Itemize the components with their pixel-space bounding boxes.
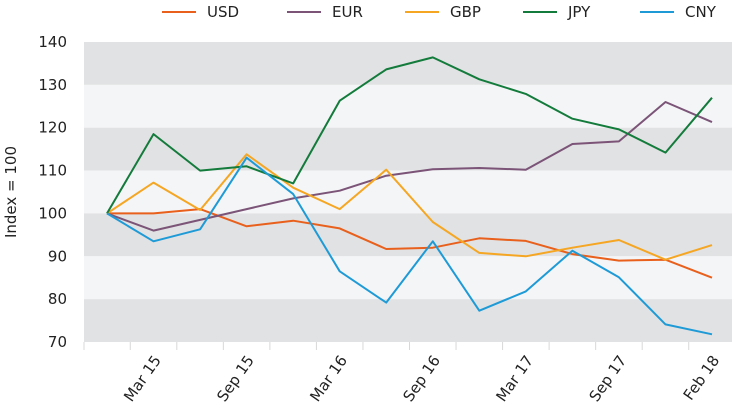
grid-band bbox=[84, 299, 732, 342]
y-tick-label: 140 bbox=[38, 33, 67, 51]
series-lines bbox=[106, 56, 713, 336]
y-tick-label: 80 bbox=[48, 290, 67, 308]
legend-item-jpy: JPY bbox=[523, 3, 591, 21]
legend-item-gbp: GBP bbox=[405, 3, 481, 21]
grid-band bbox=[84, 84, 732, 128]
legend-label: CNY bbox=[685, 3, 717, 21]
series-line-cny bbox=[106, 156, 713, 336]
legend-item-usd: USD bbox=[162, 3, 239, 21]
x-axis: Mar 15 Sep 15 Mar 16 Sep 16 Mar 17 Sep 17 Feb … bbox=[83, 342, 724, 405]
series-line-usd bbox=[107, 208, 713, 279]
x-tick-label: Mar 15 bbox=[120, 352, 165, 405]
legend-label: EUR bbox=[332, 3, 363, 21]
legend-label: JPY bbox=[567, 3, 591, 21]
y-axis: 70 80 90 100 110 120 130 140 bbox=[38, 33, 67, 351]
grid-band bbox=[84, 170, 732, 214]
legend-item-cny: CNY bbox=[640, 3, 717, 21]
grid-band bbox=[84, 127, 732, 171]
legend: USD EUR GBP JPY CNY bbox=[162, 3, 717, 21]
grid-bands bbox=[84, 42, 732, 342]
legend-label: GBP bbox=[450, 3, 481, 21]
y-tick-label: 110 bbox=[38, 162, 67, 180]
y-tick-label: 90 bbox=[48, 247, 67, 265]
series-line-jpy bbox=[106, 56, 713, 214]
series-line-gbp bbox=[106, 153, 713, 261]
x-tick-label: Mar 17 bbox=[492, 352, 537, 405]
x-tick-label: Mar 16 bbox=[306, 352, 351, 405]
x-tick-label: Sep 15 bbox=[213, 352, 258, 405]
y-tick-label: 70 bbox=[48, 333, 67, 351]
grid-band bbox=[84, 256, 732, 300]
x-tick-label: Sep 16 bbox=[399, 352, 444, 405]
y-tick-label: 130 bbox=[38, 76, 67, 94]
legend-item-eur: EUR bbox=[287, 3, 363, 21]
x-tick-label: Sep 17 bbox=[586, 352, 631, 405]
y-tick-label: 120 bbox=[38, 119, 67, 137]
legend-label: USD bbox=[207, 3, 239, 21]
y-tick-label: 100 bbox=[38, 204, 67, 222]
y-axis-label: Index = 100 bbox=[2, 146, 20, 238]
x-tick-label: Feb 18 bbox=[680, 352, 724, 404]
